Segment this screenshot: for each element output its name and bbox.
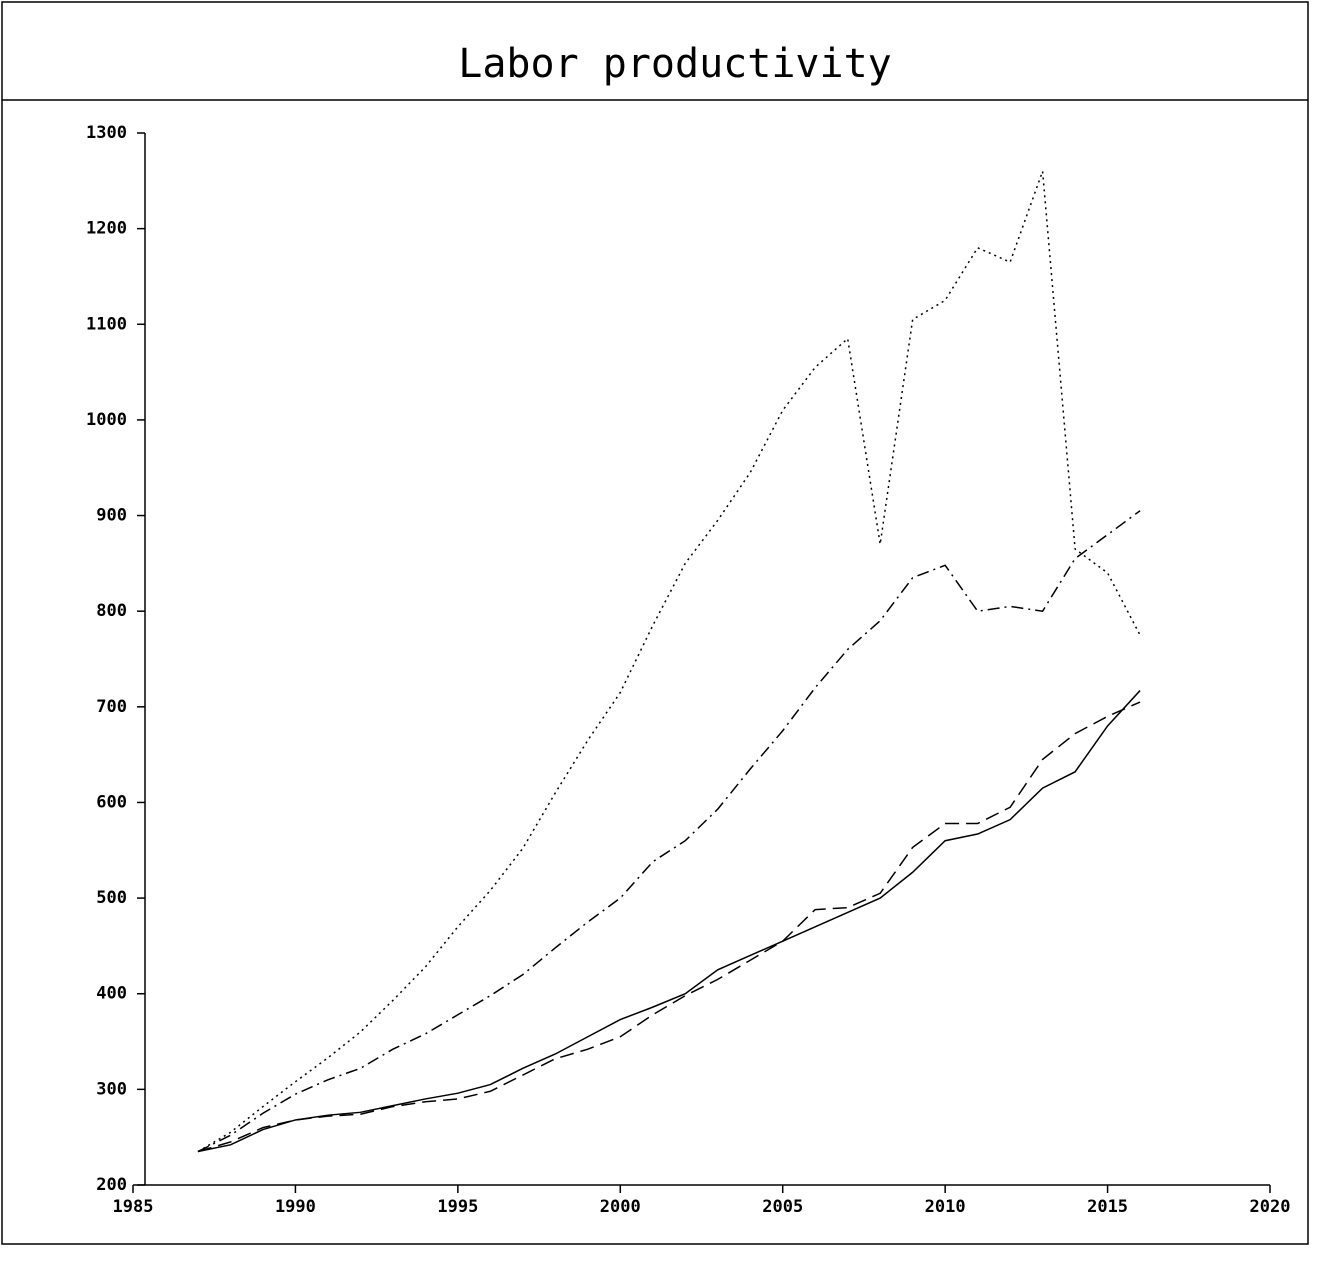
y-tick-label: 1100 (86, 314, 127, 334)
y-tick-label: 400 (96, 984, 127, 1004)
y-tick-label: 1000 (86, 410, 127, 430)
x-tick-label: 2015 (1087, 1197, 1128, 1217)
y-tick-label: 800 (96, 601, 127, 621)
series-line (197, 701, 1141, 1153)
x-tick-label: 1990 (275, 1197, 316, 1217)
x-tick-label: 1985 (113, 1197, 154, 1217)
chart-title: Labor productivity (458, 41, 891, 87)
y-tick-label: 1200 (86, 219, 127, 239)
x-tick-label: 2020 (1250, 1197, 1291, 1217)
x-tick-label: 2000 (600, 1197, 641, 1217)
x-tick-label: 1995 (437, 1197, 478, 1217)
x-tick-label: 2005 (762, 1197, 803, 1217)
y-tick-label: 500 (96, 888, 127, 908)
y-tick-label: 700 (96, 697, 127, 717)
series-line (197, 510, 1141, 1153)
y-tick-label: 900 (96, 506, 127, 526)
x-tick-label: 2010 (925, 1197, 966, 1217)
y-tick-label: 1300 (86, 123, 127, 143)
y-tick-label: 300 (96, 1079, 127, 1099)
y-tick-label: 200 (96, 1175, 127, 1195)
series-line (197, 690, 1141, 1153)
y-tick-label: 600 (96, 792, 127, 812)
series-line (197, 171, 1141, 1153)
frame (1, 1, 1309, 1245)
